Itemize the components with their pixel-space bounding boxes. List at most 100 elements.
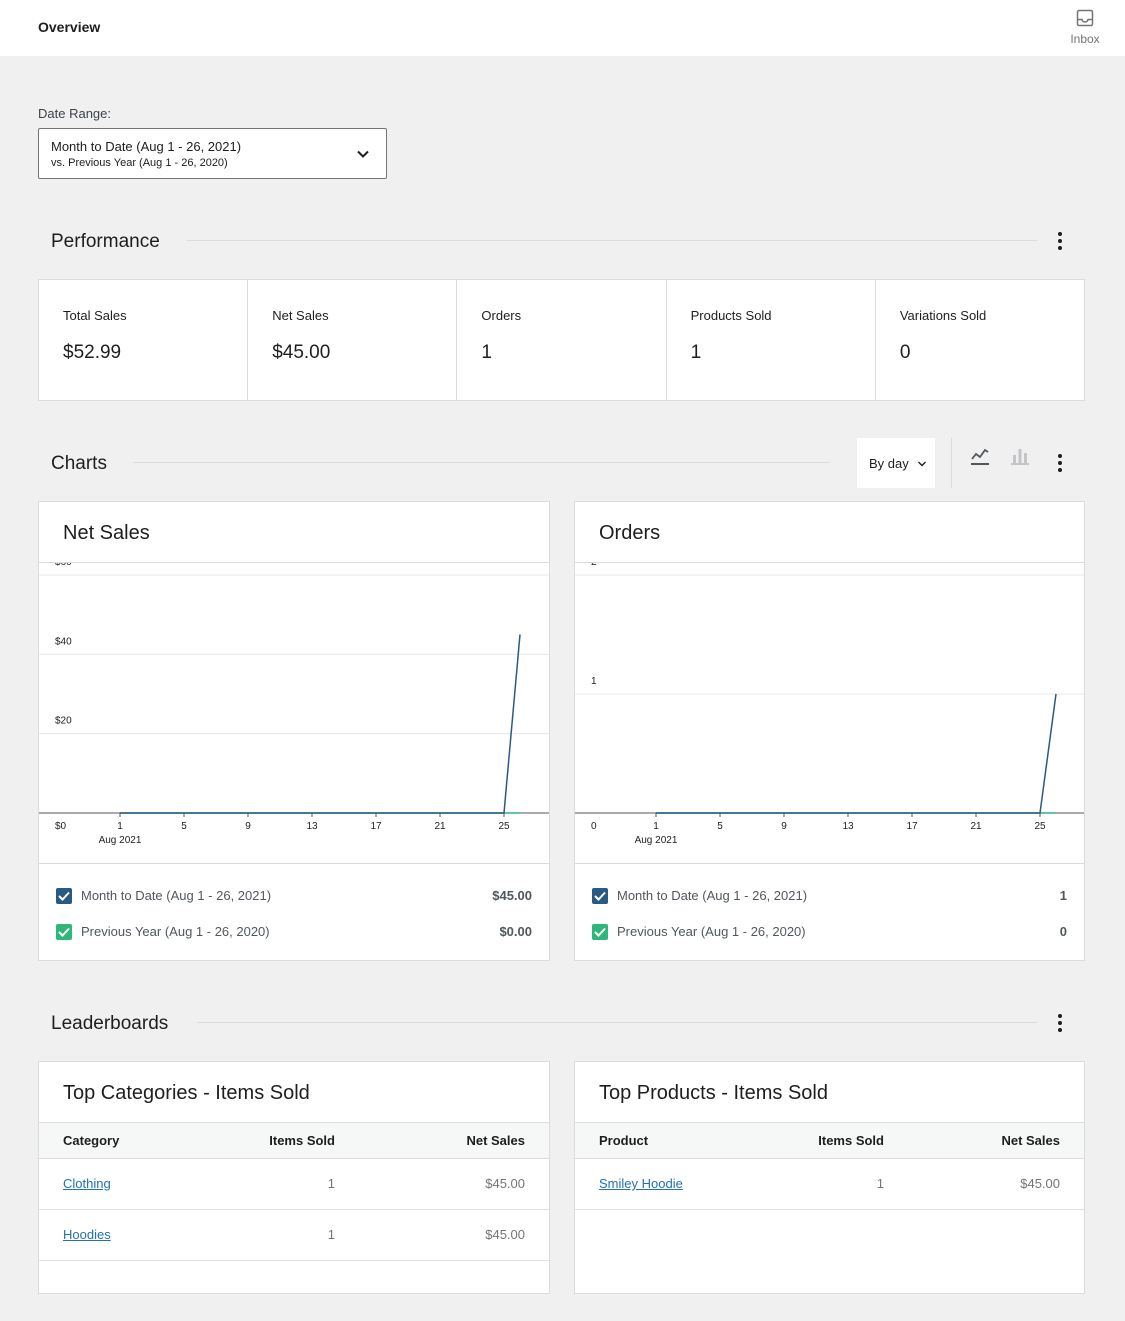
y-tick-label: $60 bbox=[55, 563, 72, 568]
x-tick-label: 17 bbox=[370, 821, 382, 832]
stat-orders[interactable]: Orders 1 bbox=[457, 280, 667, 400]
legend-checkbox[interactable] bbox=[56, 888, 72, 904]
table-cell: 1 bbox=[755, 1158, 908, 1210]
stat-net-sales[interactable]: Net Sales $45.00 bbox=[248, 280, 458, 400]
legend-item-current[interactable]: Month to Date (Aug 1 - 26, 2021) 1 bbox=[592, 886, 1067, 906]
bar-chart-icon[interactable] bbox=[1010, 446, 1030, 466]
y-tick-label: $20 bbox=[55, 716, 72, 727]
date-range-label: Date Range: bbox=[38, 106, 111, 121]
date-range-secondary: vs. Previous Year (Aug 1 - 26, 2020) bbox=[51, 157, 228, 169]
chart-legend: Month to Date (Aug 1 - 26, 2021) $45.00 … bbox=[39, 863, 549, 960]
chart-legend: Month to Date (Aug 1 - 26, 2021) 1 Previ… bbox=[575, 863, 1084, 960]
interval-select[interactable]: By day bbox=[857, 438, 935, 488]
y-tick-label: $40 bbox=[55, 636, 72, 647]
checkmark-icon bbox=[594, 927, 606, 937]
table-header-row: Category Items Sold Net Sales bbox=[39, 1123, 549, 1159]
column-header: Items Sold bbox=[755, 1123, 908, 1159]
y-tick-label: $0 bbox=[55, 821, 67, 832]
table-cell: Smiley Hoodie bbox=[575, 1158, 755, 1210]
table-cell: $45.00 bbox=[908, 1158, 1084, 1210]
toolbar-separator bbox=[951, 438, 952, 488]
table-cell: 1 bbox=[189, 1158, 359, 1210]
x-tick-label: 13 bbox=[842, 821, 854, 832]
stat-label: Products Sold bbox=[690, 308, 772, 323]
stat-value: $52.99 bbox=[63, 342, 122, 363]
legend-checkbox[interactable] bbox=[592, 888, 608, 904]
stat-value: 1 bbox=[690, 342, 702, 363]
legend-value: 0 bbox=[1059, 924, 1067, 939]
table-header-row: Product Items Sold Net Sales bbox=[575, 1123, 1084, 1159]
top-categories-card: Top Categories - Items Sold Category Ite… bbox=[38, 1061, 550, 1294]
leaderboards-more-menu-button[interactable] bbox=[1050, 1011, 1070, 1035]
interval-value: By day bbox=[869, 456, 909, 471]
y-tick-label: 2 bbox=[591, 563, 597, 568]
chevron-down-icon bbox=[357, 150, 369, 158]
stat-label: Variations Sold bbox=[899, 308, 987, 323]
legend-item-current[interactable]: Month to Date (Aug 1 - 26, 2021) $45.00 bbox=[56, 886, 532, 906]
legend-checkbox[interactable] bbox=[592, 924, 608, 940]
date-range-primary: Month to Date (Aug 1 - 26, 2021) bbox=[51, 139, 242, 154]
x-tick-label: 9 bbox=[781, 821, 787, 832]
legend-checkbox[interactable] bbox=[56, 924, 72, 940]
stat-value: 1 bbox=[481, 342, 492, 363]
stat-value: $45.00 bbox=[272, 342, 331, 363]
net-sales-chart: $0 $20 $40 $60 1 5 9 13 17 21 25 Aug 2021 bbox=[39, 563, 549, 846]
orders-chart: 01215913172125Aug 2021 bbox=[575, 563, 1084, 846]
stat-total-sales[interactable]: Total Sales $52.99 bbox=[39, 280, 249, 400]
column-header: Items Sold bbox=[189, 1123, 359, 1159]
x-tick-label: 25 bbox=[1034, 821, 1046, 832]
legend-label: Previous Year (Aug 1 - 26, 2020) bbox=[81, 924, 270, 939]
stat-variations-sold[interactable]: Variations Sold 0 bbox=[876, 280, 1084, 400]
date-range-dropdown[interactable]: Month to Date (Aug 1 - 26, 2021) vs. Pre… bbox=[38, 128, 387, 179]
top-products-card: Top Products - Items Sold Product Items … bbox=[574, 1061, 1085, 1294]
checkmark-icon bbox=[58, 891, 70, 901]
legend-value: $0.00 bbox=[499, 924, 532, 939]
charts-divider bbox=[133, 462, 830, 463]
table-row: Hoodies 1 $45.00 bbox=[39, 1209, 549, 1261]
inbox-icon bbox=[1076, 9, 1094, 27]
legend-value: 1 bbox=[1059, 888, 1067, 903]
legend-item-previous[interactable]: Previous Year (Aug 1 - 26, 2020) 0 bbox=[592, 922, 1067, 942]
leaderboard-title: Top Products - Items Sold bbox=[599, 1082, 828, 1104]
net-sales-chart-card: Net Sales $0 $20 $40 $60 1 5 9 13 17 21 25 Aug 2021… bbox=[38, 501, 550, 961]
leaderboards-divider bbox=[197, 1022, 1037, 1023]
stat-value: 0 bbox=[899, 342, 911, 363]
inbox-button[interactable]: Inbox bbox=[1067, 8, 1103, 46]
category-link[interactable]: Clothing bbox=[63, 1176, 111, 1191]
charts-more-menu-button[interactable] bbox=[1050, 451, 1070, 475]
performance-heading: Performance bbox=[51, 231, 160, 252]
table-cell: $45.00 bbox=[359, 1158, 549, 1210]
table-cell: Hoodies bbox=[39, 1209, 189, 1261]
table-cell: Clothing bbox=[39, 1158, 189, 1210]
stat-products-sold[interactable]: Products Sold 1 bbox=[667, 280, 876, 400]
x-tick-label: 13 bbox=[306, 821, 318, 832]
chevron-down-icon bbox=[918, 461, 926, 467]
column-header: Product bbox=[575, 1123, 755, 1159]
x-tick-label: 21 bbox=[970, 821, 982, 832]
y-tick-label: 1 bbox=[591, 676, 597, 687]
leaderboard-header: Top Products - Items Sold bbox=[575, 1062, 1084, 1123]
inbox-label: Inbox bbox=[1070, 32, 1100, 46]
column-header: Net Sales bbox=[908, 1123, 1084, 1159]
chart-title: Orders bbox=[599, 522, 661, 544]
chart-card-header: Net Sales bbox=[39, 502, 549, 563]
line-chart-icon[interactable] bbox=[970, 446, 990, 466]
performance-more-menu-button[interactable] bbox=[1050, 229, 1070, 253]
x-tick-label: 5 bbox=[717, 821, 723, 832]
column-header: Net Sales bbox=[359, 1123, 549, 1159]
x-axis-sublabel: Aug 2021 bbox=[635, 835, 678, 846]
leaderboards-heading: Leaderboards bbox=[51, 1013, 169, 1034]
x-tick-label: 9 bbox=[245, 821, 251, 832]
top-products-table: Product Items Sold Net Sales Smiley Hood… bbox=[575, 1123, 1084, 1210]
series-line-current bbox=[656, 693, 1057, 814]
category-link[interactable]: Hoodies bbox=[63, 1227, 111, 1242]
legend-label: Previous Year (Aug 1 - 26, 2020) bbox=[617, 924, 806, 939]
x-tick-label: 1 bbox=[653, 821, 659, 832]
product-link[interactable]: Smiley Hoodie bbox=[599, 1176, 683, 1191]
legend-item-previous[interactable]: Previous Year (Aug 1 - 26, 2020) $0.00 bbox=[56, 922, 532, 942]
legend-label: Month to Date (Aug 1 - 26, 2021) bbox=[81, 888, 272, 903]
series-line-current bbox=[120, 634, 521, 814]
orders-chart-card: Orders 01215913172125Aug 2021 Month to D… bbox=[574, 501, 1085, 961]
checkmark-icon bbox=[594, 891, 606, 901]
x-axis-sublabel: Aug 2021 bbox=[99, 835, 142, 846]
